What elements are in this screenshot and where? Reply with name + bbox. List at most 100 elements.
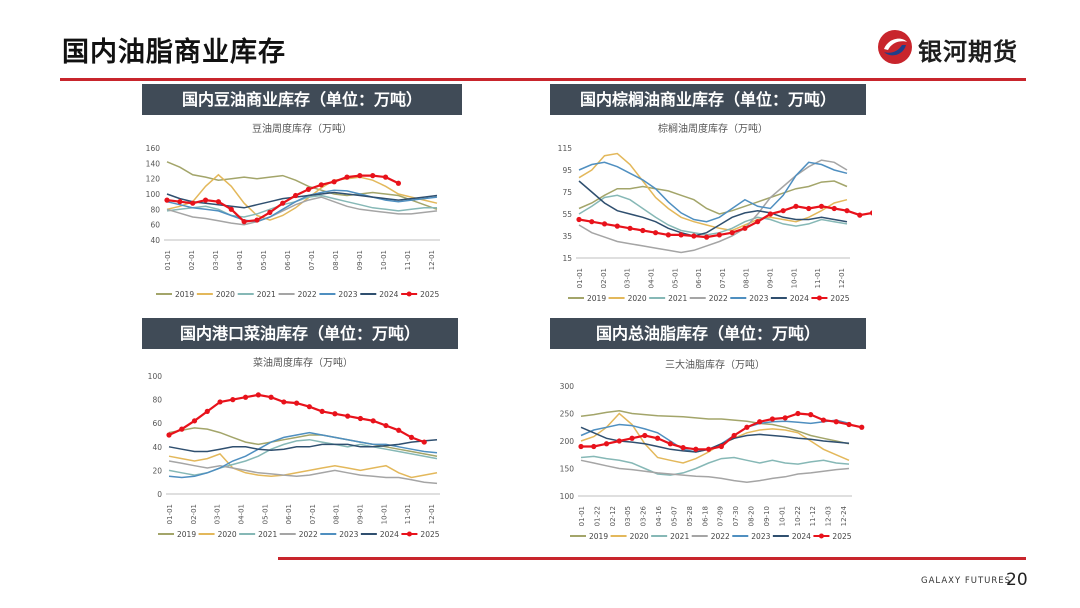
x-tick-label: 11-01 xyxy=(404,250,412,270)
brand-name: 银河期货 xyxy=(918,38,1018,66)
x-tick-label: 11-01 xyxy=(814,268,822,288)
x-tick-label: 09-10 xyxy=(763,506,771,526)
series-point-2025 xyxy=(782,415,788,421)
x-tick-label: 02-01 xyxy=(190,504,198,524)
y-tick-label: 250 xyxy=(560,410,575,419)
series-point-2025 xyxy=(591,443,597,450)
x-tick-label: 09-01 xyxy=(357,504,365,524)
legend-label-2021: 2021 xyxy=(257,290,276,299)
series-point-2025 xyxy=(576,216,582,223)
x-tick-label: 10-01 xyxy=(778,506,786,526)
series-point-2025 xyxy=(241,219,247,225)
x-tick-label: 04-16 xyxy=(655,505,663,526)
y-tick-label: 80 xyxy=(152,396,162,405)
series-point-2025 xyxy=(305,186,312,192)
x-tick-label: 07-09 xyxy=(717,506,725,526)
y-tick-label: 95 xyxy=(562,166,572,175)
x-tick-label: 09-01 xyxy=(767,268,775,288)
legend-label-2020: 2020 xyxy=(216,290,235,299)
x-tick-label: 12-03 xyxy=(825,506,833,526)
x-tick-label: 02-01 xyxy=(188,250,196,270)
series-point-2025 xyxy=(204,408,210,414)
y-tick-label: 120 xyxy=(146,175,161,184)
series-point-2025 xyxy=(280,200,286,206)
series-line-2024 xyxy=(166,191,438,209)
legend-label-2022: 2022 xyxy=(298,290,317,299)
x-tick-label: 01-01 xyxy=(166,504,174,524)
x-tick-label: 03-01 xyxy=(214,504,222,524)
series-point-2025 xyxy=(769,416,776,422)
x-tick-label: 08-01 xyxy=(743,268,751,288)
series-point-2025 xyxy=(780,208,786,214)
series-point-2025 xyxy=(370,418,376,424)
x-tick-label: 04-01 xyxy=(647,268,655,288)
x-tick-label: 12-01 xyxy=(428,504,436,524)
legend-label-2024: 2024 xyxy=(380,530,399,539)
legend-label-2020: 2020 xyxy=(628,294,647,303)
series-point-2025 xyxy=(614,223,620,229)
series-point-2025 xyxy=(357,415,364,422)
legend-label-2025: 2025 xyxy=(832,532,851,541)
series-line-2024 xyxy=(580,426,850,453)
y-tick-label: 40 xyxy=(150,236,160,245)
series-point-2025 xyxy=(652,230,659,236)
legend-label-2020: 2020 xyxy=(218,530,237,539)
series-point-2025 xyxy=(230,397,236,403)
series-point-2025 xyxy=(254,217,260,223)
series-point-2025 xyxy=(629,435,635,441)
x-tick-label: 01-01 xyxy=(578,506,586,526)
x-tick-label: 03-01 xyxy=(212,250,220,270)
x-tick-label: 08-20 xyxy=(748,506,756,526)
legend-label-2023: 2023 xyxy=(338,290,357,299)
series-point-2025 xyxy=(729,230,735,236)
x-tick-label: 06-18 xyxy=(701,506,709,526)
y-tick-label: 160 xyxy=(146,144,161,153)
series-point-2025 xyxy=(589,219,595,225)
series-line-2019 xyxy=(168,427,438,457)
series-line-2021 xyxy=(580,455,850,476)
series-point-2025 xyxy=(190,200,196,206)
series-point-2025 xyxy=(331,179,337,185)
series-line-2023 xyxy=(168,431,438,479)
x-tick-label: 04-01 xyxy=(237,504,245,524)
legend-label-2024: 2024 xyxy=(790,294,809,303)
y-tick-label: 0 xyxy=(157,490,162,499)
series-point-2025 xyxy=(395,180,402,186)
y-tick-label: 100 xyxy=(560,492,575,501)
series-point-2025 xyxy=(755,219,761,225)
brand-english: GALAXY FUTURES xyxy=(921,576,1012,586)
series-line-2023 xyxy=(166,189,438,223)
legend-label-2025: 2025 xyxy=(420,290,439,299)
legend-label-2022: 2022 xyxy=(709,294,728,303)
series-point-2025 xyxy=(578,443,584,450)
chart-title: 豆油周度库存（万吨） xyxy=(252,122,352,135)
series-point-2025 xyxy=(742,225,748,231)
y-tick-label: 150 xyxy=(560,465,575,474)
legend-label-2019: 2019 xyxy=(589,532,608,541)
y-tick-label: 115 xyxy=(558,144,573,153)
x-tick-label: 07-01 xyxy=(308,250,316,270)
y-tick-label: 55 xyxy=(562,210,572,219)
series-point-2025 xyxy=(292,192,299,199)
y-tick-label: 60 xyxy=(152,419,162,428)
series-line-2019 xyxy=(166,161,438,211)
y-tick-label: 60 xyxy=(150,221,160,230)
series-point-2025 xyxy=(217,399,223,405)
series-point-2025 xyxy=(706,446,712,452)
series-point-2025 xyxy=(654,435,661,441)
legend-label-2021: 2021 xyxy=(668,294,687,303)
legend-label-2022: 2022 xyxy=(711,532,730,541)
series-point-2025 xyxy=(680,445,686,451)
x-tick-label: 07-01 xyxy=(309,504,317,524)
x-tick-label: 05-07 xyxy=(670,506,678,526)
series-line-2020 xyxy=(168,453,438,479)
y-tick-label: 200 xyxy=(560,437,575,446)
total-oil-chart: 三大油脂库存（万吨） 100 150 200 250 300 01-01 01-22 02-12… xyxy=(560,358,865,541)
x-tick-label: 12-01 xyxy=(838,268,846,288)
series-point-2025 xyxy=(793,203,799,209)
series-line-2019 xyxy=(580,410,850,445)
x-tick-label: 06-01 xyxy=(695,268,703,288)
x-tick-label: 05-01 xyxy=(671,268,679,288)
y-tick-label: 140 xyxy=(146,159,161,168)
series-point-2025 xyxy=(744,424,750,430)
